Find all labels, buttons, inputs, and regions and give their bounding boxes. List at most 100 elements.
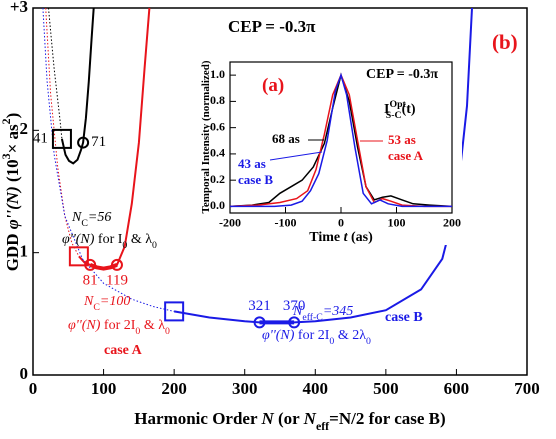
text-part: 0 <box>135 326 140 337</box>
annotation: φ''(N) for 2I0 & λ0 <box>68 318 170 337</box>
text-part: Harmonic Order <box>134 409 261 428</box>
arrow <box>269 151 323 161</box>
marker-circle <box>110 258 123 271</box>
y-tick-label: 1 <box>20 242 29 261</box>
text-part: C <box>81 218 88 229</box>
marker-label: 321 <box>248 298 271 314</box>
text-part: I <box>384 102 389 117</box>
inset-y-axis-label: Temporal Intensity (normalized) <box>200 60 212 213</box>
x-tick-label: 200 <box>161 379 187 398</box>
text-part: 0 <box>329 336 334 347</box>
text-part: GDD <box>3 229 22 271</box>
text-part: N <box>71 210 82 225</box>
text-part: for I <box>94 232 122 247</box>
annotation: case B <box>385 310 423 325</box>
text-part: & 2λ <box>334 328 366 343</box>
marker-square <box>164 301 185 322</box>
text-part: Temporal Intensity (normalized) <box>200 60 212 213</box>
marker-square <box>51 128 72 149</box>
marker-square <box>68 246 89 267</box>
annotation: φ''(N) for I0 & λ0 <box>62 232 157 251</box>
series-line <box>60 7 95 165</box>
text-part: =100 <box>100 294 130 309</box>
text-part: & λ <box>140 318 165 333</box>
marker-label: 119 <box>106 272 128 288</box>
x-tick-label: 400 <box>303 379 329 398</box>
annotation: Neff-C=345 <box>292 304 353 323</box>
text-part: S-C <box>386 110 402 121</box>
x-tick-label: 100 <box>91 379 117 398</box>
marker-label: 370 <box>283 298 306 314</box>
x-tick-label: 200 <box>443 216 461 230</box>
text-part: φ''(N) <box>3 186 22 229</box>
inset-x-axis-label: Time t (as) <box>309 230 373 245</box>
text-part: =56 <box>88 210 111 225</box>
series-line <box>42 7 175 312</box>
text-part: 68 as <box>272 131 300 146</box>
x-tick-label: 0 <box>29 379 38 398</box>
y-tick-label: 2 <box>20 119 29 138</box>
marker-label: 81 <box>83 272 98 288</box>
text-part: 0 <box>165 326 170 337</box>
text-part: (or <box>274 409 304 428</box>
marker-label: 71 <box>91 134 106 150</box>
y-tick-label: 0.6 <box>210 119 225 133</box>
series-line <box>229 73 452 208</box>
text-part: case B <box>385 310 423 325</box>
panel-label: (b) <box>492 30 518 54</box>
y-axis-label: GDD φ''(N) (103× as2) <box>0 113 22 272</box>
y-tick-label: 1.0 <box>210 67 225 81</box>
text-part: 53 as <box>388 132 416 147</box>
text-part: case A <box>104 343 143 358</box>
marker-circle <box>84 258 97 271</box>
annotation: 53 as <box>388 132 416 147</box>
annotation: 43 as <box>238 156 266 171</box>
x-tick-label: -200 <box>219 216 241 230</box>
annotation: CEP = -0.3π <box>366 67 438 82</box>
text-part: eff <box>316 419 330 433</box>
text-part: φ''(N) <box>68 318 101 333</box>
text-part: N <box>292 304 303 319</box>
y-tick-label: 0.0 <box>210 198 225 212</box>
x-tick-label: 700 <box>514 379 540 398</box>
y-tick-label: 0.8 <box>210 93 225 107</box>
text-part: φ''(N) <box>262 328 295 343</box>
text-part: for 2I <box>294 328 329 343</box>
text-part: t <box>344 230 349 245</box>
annotation: φ''(N) for 2I0 & 2λ0 <box>262 328 371 347</box>
inset-chart: -200 -100 0 100 200 0.0 0.2 0.4 0.6 0.8 1.0 <box>200 55 462 245</box>
main-chart: 0 100 200 300 400 500 600 700 0 1 2 +3 41 71 81 119 321 3… <box>10 0 540 398</box>
annotation: NC=100 <box>83 294 130 313</box>
text-part: 0 <box>366 336 371 347</box>
x-tick-label: 500 <box>373 379 399 398</box>
text-part: & λ <box>127 232 152 247</box>
text-part: =345 <box>323 304 353 319</box>
text-part: N <box>83 294 94 309</box>
y-tick-label: 0.2 <box>210 172 225 186</box>
text-part: N <box>303 409 317 428</box>
text-part: × as <box>3 124 22 153</box>
text-part: case A <box>388 148 424 163</box>
panel-label: (a) <box>262 75 284 96</box>
y-tick-label: +3 <box>10 0 28 16</box>
y-tick-label: 0 <box>20 364 29 383</box>
x-tick-label: 0 <box>338 216 344 230</box>
marker-circle <box>253 316 266 329</box>
text-part: C <box>93 302 100 313</box>
x-tick-label: 600 <box>444 379 470 398</box>
text-part: N <box>260 409 274 428</box>
text-part: (a) <box>262 75 284 96</box>
text-part: (10 <box>3 159 22 186</box>
annotation: case A <box>388 148 424 163</box>
marker-label: 41 <box>33 130 48 146</box>
annotation: CEP = -0.3π <box>228 17 316 36</box>
marker-circle <box>77 136 90 149</box>
text-part: CEP = -0.3π <box>366 67 438 82</box>
text-part: (t) <box>402 102 416 117</box>
series-line <box>230 72 452 208</box>
x-tick-label: 100 <box>388 216 406 230</box>
text-part: Time <box>309 230 343 245</box>
text-part: for 2I <box>100 318 135 333</box>
text-part: (b) <box>492 30 518 54</box>
text-part: (as) <box>347 230 373 245</box>
